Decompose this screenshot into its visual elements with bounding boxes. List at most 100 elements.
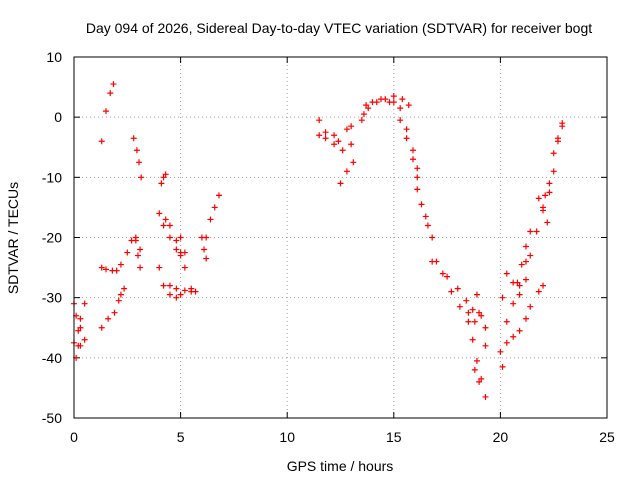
- series-arc-42: [503, 270, 523, 298]
- data-point: [331, 132, 338, 139]
- data-point: [160, 174, 167, 181]
- series-arc-29: [397, 105, 421, 172]
- data-point: [469, 336, 476, 343]
- series-arc-41: [503, 258, 529, 325]
- data-point: [339, 147, 346, 154]
- data-point: [533, 228, 540, 235]
- x-tick-label: 10: [279, 429, 295, 445]
- data-point: [115, 297, 122, 304]
- data-point: [554, 138, 561, 145]
- data-point: [418, 201, 425, 208]
- data-point: [414, 174, 421, 181]
- data-point: [369, 99, 376, 106]
- data-point: [181, 287, 188, 294]
- data-point: [414, 186, 421, 193]
- data-point: [105, 315, 112, 322]
- data-point: [215, 192, 222, 199]
- data-point: [550, 168, 557, 175]
- data-point: [173, 237, 180, 244]
- data-point: [117, 291, 124, 298]
- data-point: [454, 285, 461, 292]
- series-arc-34: [439, 270, 478, 325]
- data-point: [348, 141, 355, 148]
- data-point: [399, 96, 406, 103]
- series-arc-31: [424, 222, 436, 241]
- data-point: [134, 252, 141, 259]
- data-point: [203, 255, 210, 262]
- data-point: [559, 123, 566, 130]
- data-point: [390, 99, 397, 106]
- data-point: [137, 246, 144, 253]
- data-point: [188, 285, 195, 292]
- data-point: [77, 342, 84, 349]
- series-arc-02: [71, 300, 84, 349]
- data-point: [439, 270, 446, 277]
- y-axis-label: SDTVAR / TECUs: [5, 182, 21, 294]
- data-point: [550, 150, 557, 157]
- series-arc-36: [473, 291, 489, 349]
- x-axis-label: GPS time / hours: [287, 458, 394, 474]
- data-point: [173, 285, 180, 292]
- data-point: [482, 324, 489, 331]
- data-point: [160, 222, 167, 229]
- data-point: [463, 297, 470, 304]
- data-point: [540, 282, 547, 289]
- data-point: [107, 90, 114, 97]
- series-arc-26: [363, 96, 393, 109]
- series-arc-28: [390, 99, 421, 181]
- series-arc-35: [465, 318, 489, 400]
- data-point: [203, 234, 210, 241]
- data-point: [499, 294, 506, 301]
- data-point: [136, 159, 143, 166]
- series-arc-15: [162, 216, 188, 271]
- series-arc-13: [156, 264, 184, 301]
- data-point: [503, 318, 510, 325]
- series-arc-24: [337, 159, 357, 187]
- data-point: [540, 204, 547, 211]
- x-tick-label: 0: [70, 429, 78, 445]
- series-arc-25: [358, 93, 412, 124]
- series-arc-03: [77, 315, 88, 343]
- data-point: [544, 219, 551, 226]
- data-point: [527, 252, 534, 259]
- data-point: [482, 393, 489, 400]
- data-point: [409, 156, 416, 163]
- data-point: [337, 180, 344, 187]
- series-arc-37: [471, 366, 483, 385]
- data-point: [102, 108, 109, 115]
- data-point: [166, 222, 173, 229]
- data-point: [207, 216, 214, 223]
- series-arc-39: [499, 294, 506, 301]
- data-point: [211, 204, 218, 211]
- data-point: [429, 234, 436, 241]
- data-point: [522, 276, 529, 283]
- data-point: [98, 138, 105, 145]
- data-point: [133, 147, 140, 154]
- data-point: [173, 294, 180, 301]
- series-arc-44: [522, 252, 534, 283]
- data-point: [405, 102, 412, 109]
- data-point: [117, 261, 124, 268]
- data-point: [518, 261, 525, 268]
- series-arc-05: [98, 81, 117, 145]
- series-arc-20: [203, 192, 222, 241]
- series-arc-09: [132, 234, 144, 271]
- data-point: [111, 309, 118, 316]
- series-arc-14: [156, 210, 184, 259]
- data-point: [473, 357, 480, 364]
- data-point: [110, 81, 117, 88]
- data-point: [409, 147, 416, 154]
- data-point: [456, 303, 463, 310]
- y-tick-label: 0: [54, 109, 62, 125]
- data-point: [503, 270, 510, 277]
- series-arc-22: [316, 132, 338, 142]
- data-point: [414, 165, 421, 172]
- data-point: [177, 234, 184, 241]
- data-point: [81, 300, 88, 307]
- data-point: [121, 285, 128, 292]
- data-point: [422, 213, 429, 220]
- series-arc-06: [98, 264, 116, 274]
- data-point: [132, 234, 139, 241]
- data-point: [77, 315, 84, 322]
